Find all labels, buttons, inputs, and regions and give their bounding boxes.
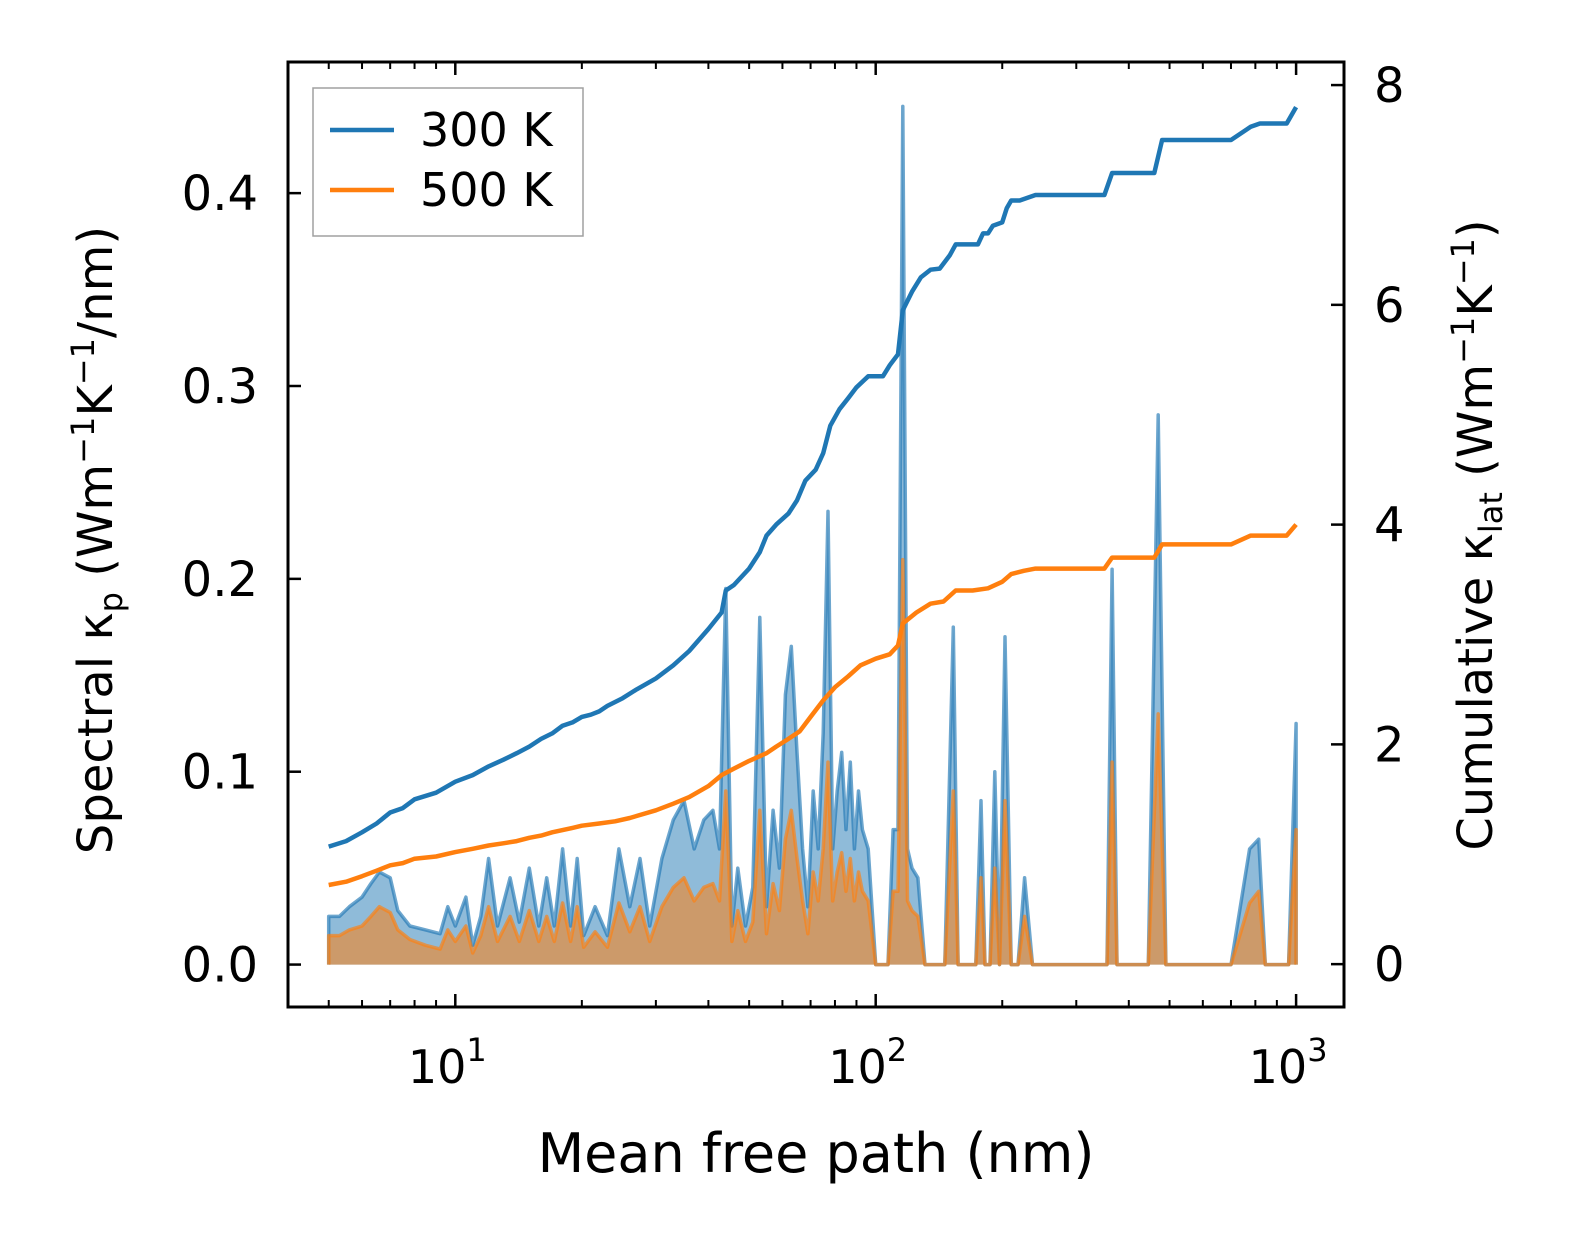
y-left-label-base: Spectral κ <box>68 612 124 854</box>
y-axis-right-label: Cumulative κlat (Wm−1K−1) <box>1444 219 1510 850</box>
y-left-tick-label: 0.1 <box>182 745 258 801</box>
y-right-tick-label: 8 <box>1374 58 1405 114</box>
y-left-tick-label: 0.4 <box>182 166 258 222</box>
y-right-tick-label: 0 <box>1374 937 1405 993</box>
x-tick-label-base: 10 <box>828 1040 887 1094</box>
y-right-label-sub: lat <box>1472 492 1510 533</box>
y-left-label-units: (Wm <box>68 464 124 592</box>
y-right-label-base: Cumulative κ <box>1448 533 1504 851</box>
x-tick-label: 101 <box>408 1031 487 1094</box>
x-tick-label: 103 <box>1249 1031 1328 1094</box>
axes-frame <box>286 60 1346 1009</box>
x-axis-label: Mean free path (nm) <box>538 1122 1095 1185</box>
y-right-label-sup2: −1 <box>1444 238 1482 285</box>
legend-label-300k: 300 K <box>420 103 554 157</box>
y-right-tick-label: 6 <box>1374 278 1405 334</box>
y-left-label-sup2: −1 <box>64 338 102 385</box>
x-tick-label-exp: 1 <box>466 1031 486 1069</box>
y-right-label-mid: K <box>1448 284 1504 317</box>
cumulative-line-500k <box>328 523 1298 888</box>
y-right-tick-label: 4 <box>1374 498 1405 554</box>
x-tick-label-exp: 3 <box>1307 1031 1327 1069</box>
plot-area <box>326 104 1299 967</box>
legend-frame <box>312 87 584 237</box>
x-tick-label-base: 10 <box>1249 1040 1308 1094</box>
y-left-label-sup1: −1 <box>64 417 102 464</box>
y-right-label-sup1: −1 <box>1444 317 1482 364</box>
cumulative-line-300k <box>328 105 1299 849</box>
y-left-tick-label: 0.0 <box>182 938 258 994</box>
y-axis-left-label: Spectral κp (Wm−1K−1/nm) <box>64 226 130 854</box>
y-left-label-mid: K <box>68 384 124 417</box>
y-right-label-tail: ) <box>1448 219 1504 238</box>
x-tick-label: 102 <box>828 1031 907 1094</box>
legend-label-500k: 500 K <box>420 163 554 217</box>
legend: 300 K 500 K <box>312 87 584 237</box>
y-left-label-tail: /nm) <box>68 226 124 338</box>
x-tick-label-base: 10 <box>408 1040 467 1094</box>
y-left-label-sub: p <box>92 592 130 612</box>
spectral-line-500k <box>326 557 1298 967</box>
y-right-tick-label: 2 <box>1374 717 1405 773</box>
y-right-label-units: (Wm <box>1448 364 1504 492</box>
spectral-line-300k <box>326 104 1298 967</box>
y-left-tick-label: 0.2 <box>182 552 258 608</box>
x-tick-label-exp: 2 <box>887 1031 907 1069</box>
y-left-tick-label: 0.3 <box>182 359 258 415</box>
